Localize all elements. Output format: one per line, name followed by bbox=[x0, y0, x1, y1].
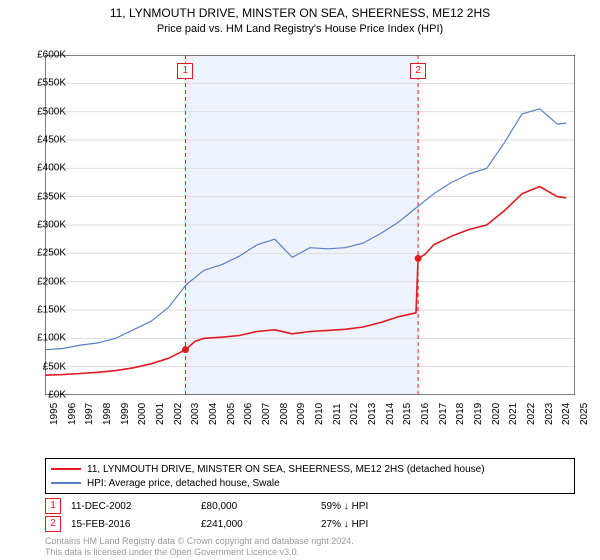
x-tick-label: 2012 bbox=[349, 403, 360, 425]
event-row: 2 15-FEB-2016£241,00027% ↓ HPI bbox=[45, 515, 441, 533]
x-tick-label: 2021 bbox=[508, 403, 519, 425]
x-tick-label: 1999 bbox=[120, 403, 131, 425]
event-date: 11-DEC-2002 bbox=[71, 501, 201, 512]
x-tick-label: 1996 bbox=[67, 403, 78, 425]
chart bbox=[45, 55, 575, 395]
legend: 11, LYNMOUTH DRIVE, MINSTER ON SEA, SHEE… bbox=[45, 458, 575, 494]
x-tick-label: 2010 bbox=[314, 403, 325, 425]
x-tick-label: 2024 bbox=[561, 403, 572, 425]
footer-line2: This data is licensed under the Open Gov… bbox=[45, 547, 354, 558]
x-tick-label: 2000 bbox=[137, 403, 148, 425]
footer-line1: Contains HM Land Registry data © Crown c… bbox=[45, 536, 354, 547]
event-price: £80,000 bbox=[201, 501, 321, 512]
x-tick-label: 2002 bbox=[173, 403, 184, 425]
event-marker-icon: 1 bbox=[45, 498, 61, 514]
x-tick-label: 2015 bbox=[402, 403, 413, 425]
x-tick-label: 2007 bbox=[261, 403, 272, 425]
x-tick-label: 2004 bbox=[208, 403, 219, 425]
y-tick-label: £50K bbox=[22, 361, 66, 372]
x-tick-label: 2023 bbox=[544, 403, 555, 425]
event-marker-icon: 2 bbox=[45, 516, 61, 532]
x-tick-label: 2019 bbox=[473, 403, 484, 425]
footer-attribution: Contains HM Land Registry data © Crown c… bbox=[45, 536, 354, 558]
event-delta: 59% ↓ HPI bbox=[321, 501, 441, 512]
legend-item: HPI: Average price, detached house, Swal… bbox=[51, 476, 569, 490]
y-tick-label: £500K bbox=[22, 106, 66, 117]
chart-title: 11, LYNMOUTH DRIVE, MINSTER ON SEA, SHEE… bbox=[0, 0, 600, 36]
x-tick-label: 2014 bbox=[385, 403, 396, 425]
event-marker-2: 2 bbox=[410, 63, 426, 79]
y-tick-label: £550K bbox=[22, 78, 66, 89]
y-tick-label: £250K bbox=[22, 248, 66, 259]
title-line2: Price paid vs. HM Land Registry's House … bbox=[0, 22, 600, 36]
legend-label: HPI: Average price, detached house, Swal… bbox=[87, 478, 280, 489]
x-tick-label: 2009 bbox=[296, 403, 307, 425]
legend-swatch bbox=[51, 468, 81, 470]
y-tick-label: £450K bbox=[22, 135, 66, 146]
event-date: 15-FEB-2016 bbox=[71, 519, 201, 530]
legend-label: 11, LYNMOUTH DRIVE, MINSTER ON SEA, SHEE… bbox=[87, 464, 485, 475]
x-tick-label: 2022 bbox=[526, 403, 537, 425]
y-tick-label: £400K bbox=[22, 163, 66, 174]
plot-svg bbox=[45, 55, 575, 395]
x-tick-label: 2013 bbox=[367, 403, 378, 425]
legend-swatch bbox=[51, 482, 81, 484]
legend-item: 11, LYNMOUTH DRIVE, MINSTER ON SEA, SHEE… bbox=[51, 462, 569, 476]
x-tick-label: 1995 bbox=[49, 403, 60, 425]
y-tick-label: £300K bbox=[22, 220, 66, 231]
x-tick-label: 2001 bbox=[155, 403, 166, 425]
title-line1: 11, LYNMOUTH DRIVE, MINSTER ON SEA, SHEE… bbox=[0, 6, 600, 22]
x-tick-label: 2011 bbox=[332, 403, 343, 425]
y-tick-label: £350K bbox=[22, 191, 66, 202]
event-row: 1 11-DEC-2002£80,00059% ↓ HPI bbox=[45, 497, 441, 515]
x-tick-label: 2018 bbox=[455, 403, 466, 425]
x-tick-label: 2008 bbox=[279, 403, 290, 425]
x-tick-label: 2020 bbox=[491, 403, 502, 425]
x-tick-label: 2006 bbox=[243, 403, 254, 425]
event-price: £241,000 bbox=[201, 519, 321, 530]
y-tick-label: £150K bbox=[22, 305, 66, 316]
x-tick-label: 2005 bbox=[226, 403, 237, 425]
x-tick-label: 2017 bbox=[438, 403, 449, 425]
y-tick-label: £200K bbox=[22, 276, 66, 287]
x-tick-label: 2016 bbox=[420, 403, 431, 425]
event-marker-1: 1 bbox=[177, 63, 193, 79]
x-tick-label: 2025 bbox=[579, 403, 590, 425]
x-tick-label: 2003 bbox=[190, 403, 201, 425]
x-tick-label: 1997 bbox=[84, 403, 95, 425]
x-tick-label: 1998 bbox=[102, 403, 113, 425]
y-tick-label: £100K bbox=[22, 333, 66, 344]
event-delta: 27% ↓ HPI bbox=[321, 519, 441, 530]
y-tick-label: £0K bbox=[22, 390, 66, 401]
events-table: 1 11-DEC-2002£80,00059% ↓ HPI 2 15-FEB-2016… bbox=[45, 497, 441, 533]
y-tick-label: £600K bbox=[22, 50, 66, 61]
